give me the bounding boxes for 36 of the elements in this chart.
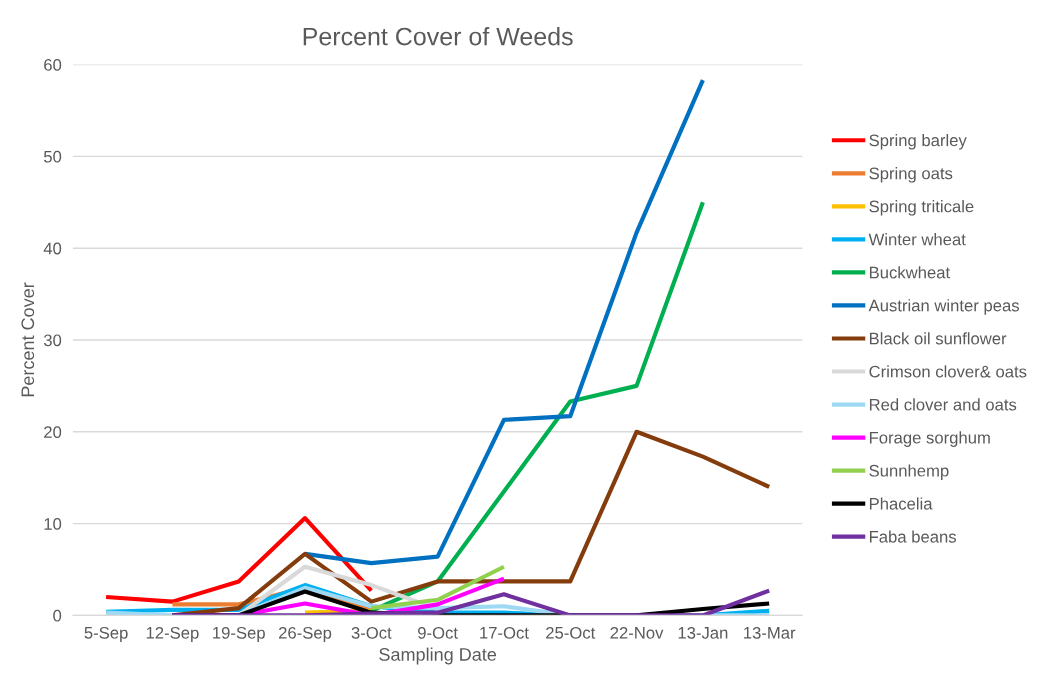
chart-title: Percent Cover of Weeds	[303, 27, 573, 46]
x-tick-label: 5-Sep	[84, 626, 128, 643]
y-tick-label: 50	[43, 150, 62, 163]
legend-label: Spring oats	[869, 167, 953, 183]
line-series	[369, 200, 705, 613]
legend-label: Black oil sunflower	[869, 332, 1007, 345]
x-tick-label: 17-Oct	[480, 626, 529, 639]
legend-label: Winter wheat	[868, 233, 966, 246]
legend-label: Sunnhemp	[869, 464, 949, 480]
x-tick-label: 26-Sep	[278, 626, 332, 643]
x-tick-label: 9-Oct	[418, 626, 458, 639]
legend-label: Forage sorghum	[869, 431, 990, 447]
legend-label: Phacelia	[869, 497, 933, 510]
legend-label: Austrian winter peas	[868, 299, 1019, 315]
legend-label: Spring barley	[869, 134, 967, 150]
x-tick-label: 13-Mar	[744, 626, 796, 639]
y-tick-label: 10	[44, 518, 62, 530]
y-tick-label: 60	[44, 59, 62, 71]
legend-label: Faba beans	[869, 530, 957, 543]
legend-label: Red clover and oats	[869, 398, 1017, 411]
x-tick-label: 12-Sep	[146, 626, 199, 643]
legend-label: Buckwheat	[869, 266, 950, 279]
legend-label: Crimson clover& oats	[869, 365, 1027, 378]
x-tick-label: 3-Oct	[351, 626, 392, 639]
x-tick-label: 19-Sep	[213, 626, 265, 643]
x-tick-label: 25-Oct	[546, 626, 596, 639]
x-axis-title: Sampling Date	[379, 647, 497, 665]
legend-label: Spring triticale	[869, 200, 974, 216]
y-tick-label: 30	[43, 334, 62, 347]
y-axis-title: Percent Cover	[21, 282, 35, 397]
line-series	[104, 516, 374, 604]
x-tick-label: 13-Jan	[678, 626, 728, 639]
y-tick-label: 0	[53, 609, 62, 622]
y-tick-label: 40	[43, 242, 62, 255]
y-tick-label: 20	[44, 426, 62, 438]
x-tick-label: 22-Nov	[610, 626, 664, 639]
